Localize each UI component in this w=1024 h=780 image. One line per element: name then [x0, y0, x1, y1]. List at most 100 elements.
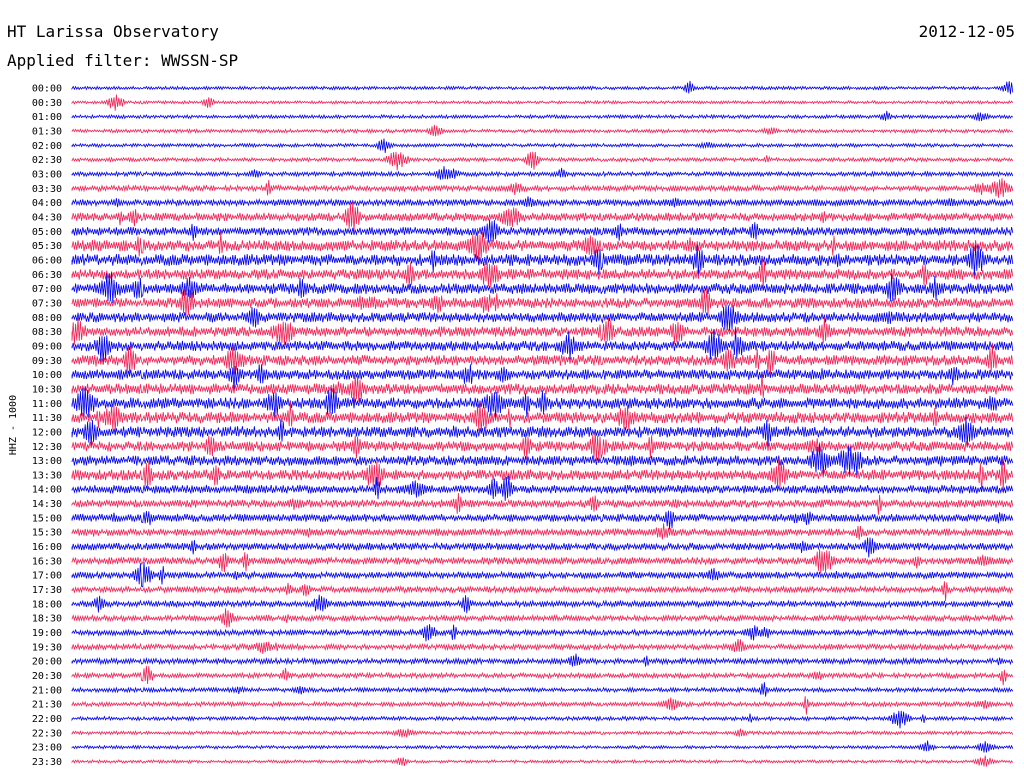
tick-label: 07:30: [32, 298, 62, 309]
tick-label: 03:00: [32, 170, 62, 181]
tick-label: 13:00: [32, 456, 62, 467]
tick-label: 05:30: [32, 241, 62, 252]
tick-label: 00:30: [32, 98, 62, 109]
tick-label: 16:30: [32, 556, 62, 567]
tick-label: 03:30: [32, 184, 62, 195]
tick-label: 15:00: [32, 513, 62, 524]
tick-label: 12:00: [32, 427, 62, 438]
trace-line: [71, 458, 1014, 493]
trace-line: [71, 710, 1014, 729]
trace-line: [71, 755, 1014, 767]
tick-label: 07:00: [32, 284, 62, 295]
trace-line: [71, 166, 1014, 180]
tick-label-group: 00:00 00:30 01:00 01:30 02:00 02:30 03:00 03:30…: [32, 84, 62, 769]
tick-label: 05:00: [32, 227, 62, 238]
tick-label: 14:00: [32, 485, 62, 496]
trace-line: [71, 244, 1014, 278]
y-axis-label: HHZ - 1000: [8, 395, 19, 455]
trace-line: [71, 728, 1014, 738]
tick-label: 13:30: [32, 470, 62, 481]
tick-label: 10:00: [32, 370, 62, 381]
trace-line: [71, 256, 1014, 289]
tick-label: 00:00: [32, 84, 62, 95]
tick-label: 17:30: [32, 585, 62, 596]
trace-line: [71, 110, 1014, 122]
trace-line: [71, 272, 1014, 304]
record-date: 2012-12-05: [919, 22, 1015, 41]
tick-label: 10:30: [32, 384, 62, 395]
trace-line: [71, 201, 1014, 232]
tick-label: 04:30: [32, 213, 62, 224]
tick-label: 04:00: [32, 198, 62, 209]
trace-line: [71, 549, 1014, 574]
tick-label: 09:00: [32, 341, 62, 352]
trace-line: [71, 94, 1014, 111]
trace-line: [71, 328, 1014, 365]
tick-label: 14:30: [32, 499, 62, 510]
trace-line: [71, 537, 1014, 558]
tick-label: 23:00: [32, 743, 62, 754]
tick-label: 19:30: [32, 642, 62, 653]
trace-line: [71, 124, 1014, 137]
tick-label: 17:00: [32, 571, 62, 582]
tick-label: 09:30: [32, 356, 62, 367]
tick-label: 02:30: [32, 155, 62, 166]
tick-label: 21:00: [32, 685, 62, 696]
trace-line: [71, 638, 1014, 654]
trace-line: [71, 682, 1014, 697]
tick-label: 20:00: [32, 657, 62, 668]
tick-label: 18:30: [32, 614, 62, 625]
trace-line: [71, 178, 1014, 198]
trace-line: [71, 196, 1014, 208]
trace-line: [71, 151, 1014, 171]
tick-label: 21:30: [32, 700, 62, 711]
trace-line: [71, 364, 1014, 391]
trace-line: [71, 386, 1014, 420]
tick-label: 20:30: [32, 671, 62, 682]
trace-line: [71, 219, 1014, 243]
trace-line: [71, 316, 1014, 346]
tick-label: 16:00: [32, 542, 62, 553]
tick-label: 01:30: [32, 127, 62, 138]
tick-label: 18:00: [32, 599, 62, 610]
trace-line: [71, 624, 1014, 642]
tick-label: 22:00: [32, 714, 62, 725]
trace-line: [71, 665, 1014, 686]
trace-line: [71, 304, 1014, 332]
trace-line: [71, 343, 1014, 378]
tick-label: 19:00: [32, 628, 62, 639]
trace-line: [71, 740, 1014, 753]
trace-line: [71, 696, 1014, 715]
trace-line: [71, 373, 1014, 404]
trace-group: [71, 80, 1014, 767]
trace-line: [71, 431, 1014, 462]
tick-label: 22:30: [32, 728, 62, 739]
trace-line: [71, 510, 1014, 530]
tick-label: 02:00: [32, 141, 62, 152]
trace-line: [71, 475, 1014, 501]
filter-label: Applied filter: WWSSN-SP: [7, 51, 238, 70]
trace-line: [71, 80, 1014, 95]
tick-label: 15:30: [32, 528, 62, 539]
trace-line: [71, 608, 1014, 628]
trace-line: [71, 400, 1014, 434]
tick-label: 11:30: [32, 413, 62, 424]
trace-line: [71, 561, 1014, 588]
tick-label: 08:30: [32, 327, 62, 338]
tick-label: 01:00: [32, 112, 62, 123]
station-title: HT Larissa Observatory: [7, 22, 219, 41]
tick-label: 12:30: [32, 442, 62, 453]
tick-label: 08:00: [32, 313, 62, 324]
trace-line: [71, 227, 1014, 264]
tick-label: 06:00: [32, 256, 62, 267]
trace-line: [71, 287, 1014, 316]
tick-label: 23:30: [32, 757, 62, 768]
trace-line: [71, 594, 1014, 614]
trace-line: [71, 653, 1014, 667]
tick-label: 11:00: [32, 399, 62, 410]
trace-line: [71, 443, 1014, 476]
trace-line: [71, 523, 1014, 540]
tick-label: 06:30: [32, 270, 62, 281]
trace-line: [71, 581, 1014, 602]
